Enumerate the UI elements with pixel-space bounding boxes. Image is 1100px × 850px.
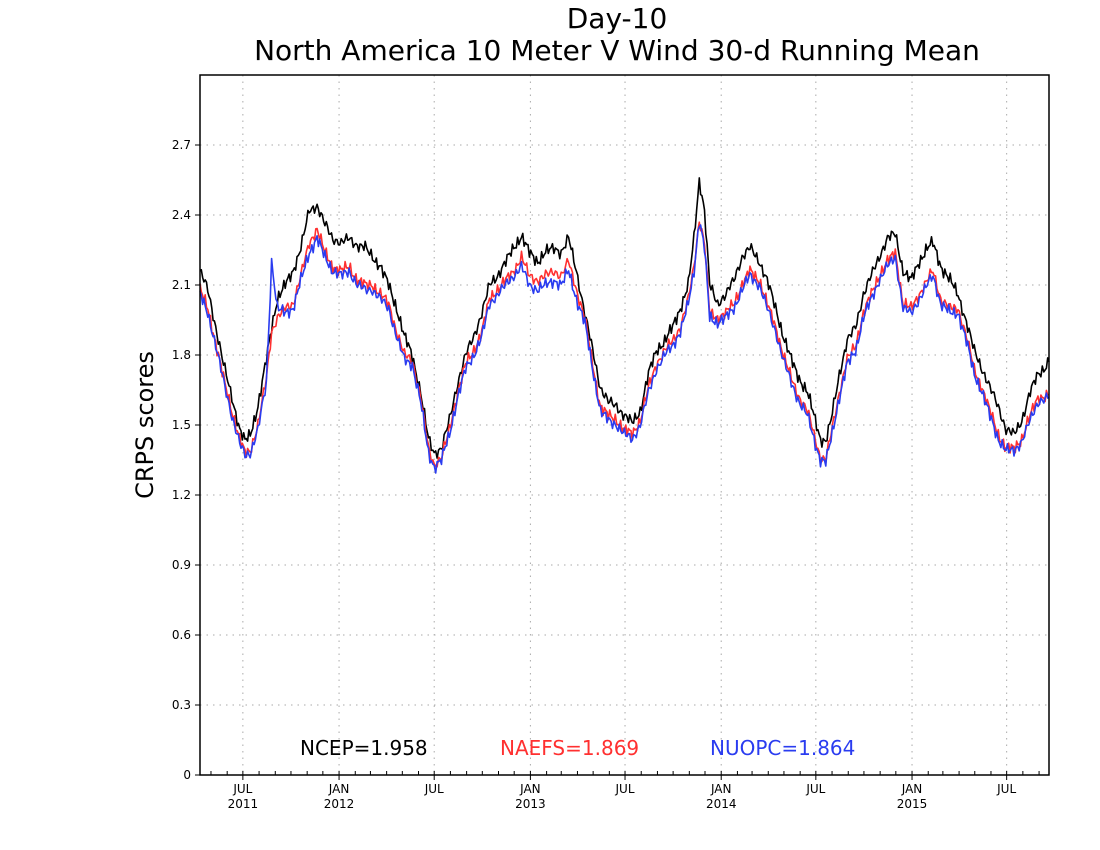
x-tick-month: JUL [232,782,252,796]
series-line-nuopc [199,224,1050,474]
x-tick-year: 2013 [515,797,546,811]
y-axis-label: CRPS scores [131,351,159,499]
y-tick-label: 0 [183,768,191,782]
y-tick-label: 1.8 [172,348,191,362]
chart-title: Day-10 [567,2,668,35]
y-tick-label: 2.1 [172,278,191,292]
x-tick-month: JUL [615,782,635,796]
x-tick-year: 2015 [897,797,928,811]
y-tick-label: 2.4 [172,208,191,222]
y-axis: 0 0.3 0.6 0.9 1.2 1.5 1.8 2.1 2.4 2.7 [172,138,200,782]
grid [200,75,1049,775]
x-tick-month: JAN [901,782,923,796]
y-tick-label: 0.9 [172,558,191,572]
x-tick-month: JAN [710,782,732,796]
x-tick-month: JAN [519,782,541,796]
series-line-ncep [199,177,1050,459]
x-tick-year: 2014 [706,797,737,811]
legend-naefs: NAEFS=1.869 [500,736,639,760]
chart-subtitle: North America 10 Meter V Wind 30-d Runni… [254,34,980,67]
legend-nuopc: NUOPC=1.864 [710,736,855,760]
y-tick-label: 1.2 [172,488,191,502]
x-tick-year: 2011 [228,797,259,811]
y-tick-label: 2.7 [172,138,191,152]
y-tick-label: 1.5 [172,418,191,432]
x-tick-year: 2012 [324,797,355,811]
y-tick-label: 0.6 [172,628,191,642]
x-tick-month: JUL [805,782,825,796]
series-line-naefs [199,221,1050,468]
y-tick-label: 0.3 [172,698,191,712]
x-tick-month: JAN [328,782,350,796]
legend-ncep: NCEP=1.958 [300,736,428,760]
x-tick-month: JUL [424,782,444,796]
x-tick-month: JUL [996,782,1016,796]
series-lines [199,177,1050,474]
